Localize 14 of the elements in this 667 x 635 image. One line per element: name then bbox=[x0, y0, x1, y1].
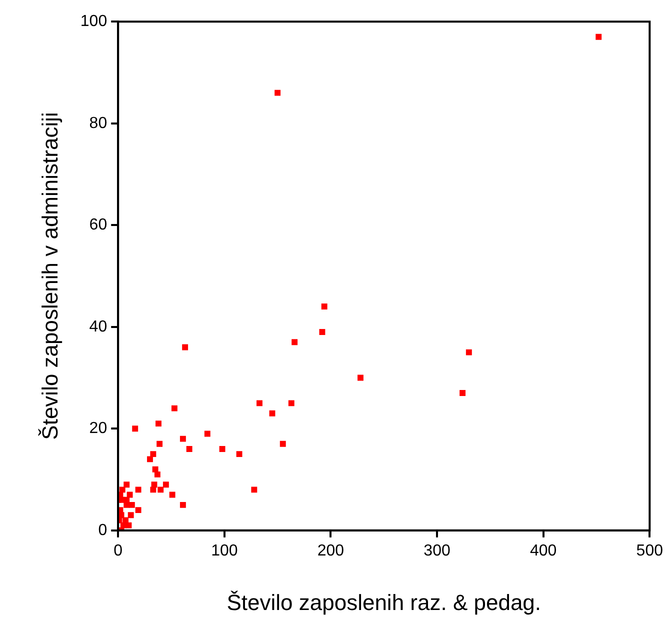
y-tick-label: 40 bbox=[89, 318, 108, 336]
y-tick-label: 60 bbox=[89, 216, 108, 234]
x-tick-label: 500 bbox=[636, 542, 664, 560]
y-tick-label: 0 bbox=[98, 522, 108, 539]
y-tick-label: 20 bbox=[89, 420, 108, 438]
y-axis-title: Število zaposlenih v administraciji bbox=[37, 112, 62, 440]
y-tick-label: 100 bbox=[80, 13, 108, 30]
x-tick-label: 400 bbox=[530, 542, 557, 560]
x-tick-label: 300 bbox=[424, 542, 450, 560]
x-tick-label: 0 bbox=[114, 542, 123, 560]
x-tick-label: 200 bbox=[317, 542, 344, 560]
x-tick-label: 100 bbox=[211, 542, 238, 560]
y-tick-label: 80 bbox=[89, 114, 108, 132]
x-axis-title: Število zaposlenih raz. & pedag. bbox=[226, 590, 542, 615]
